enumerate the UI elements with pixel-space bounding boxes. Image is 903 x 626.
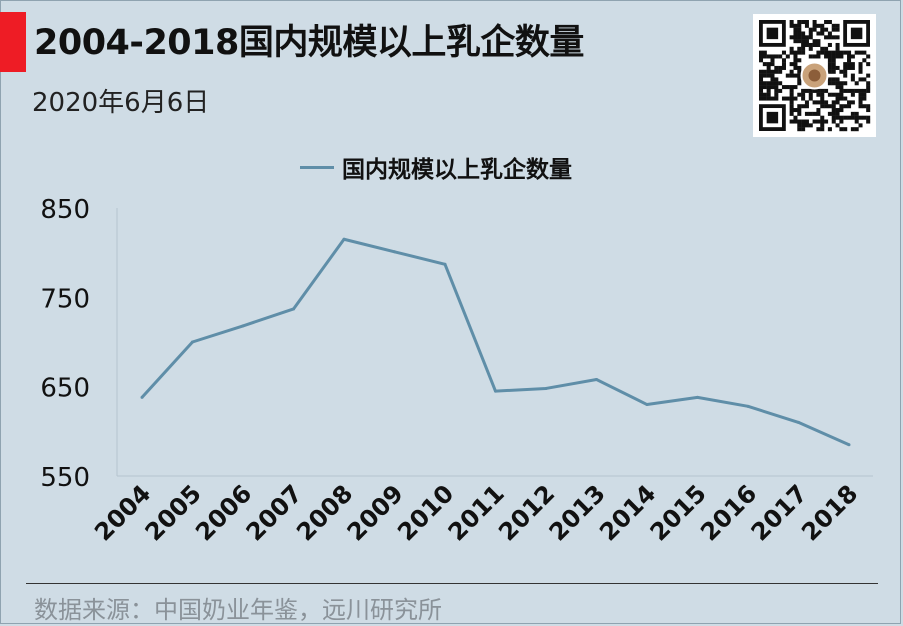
- series-line: [140, 237, 850, 447]
- data-point: [140, 395, 144, 399]
- x-tick-label: 2016: [695, 479, 762, 546]
- x-tick-label: 2007: [241, 479, 308, 546]
- data-point: [645, 403, 649, 407]
- y-tick-label: 750: [40, 284, 90, 314]
- x-tick-label: 2004: [89, 479, 156, 546]
- x-tick-label: 2015: [645, 479, 712, 546]
- data-point: [292, 307, 295, 311]
- x-tick-label: 2009: [342, 479, 409, 546]
- x-tick-label: 2010: [392, 479, 459, 546]
- x-tick-label: 2006: [190, 479, 257, 546]
- data-point: [393, 250, 396, 254]
- data-point: [494, 389, 497, 393]
- data-point: [544, 386, 548, 390]
- y-tick-label: 850: [40, 195, 90, 225]
- x-tick-label: 2013: [544, 479, 611, 546]
- legend-line-swatch: [300, 165, 334, 169]
- x-tick-label: 2012: [493, 479, 560, 546]
- x-tick-label: 2017: [746, 479, 813, 546]
- data-point: [797, 420, 800, 424]
- x-tick-label: 2008: [291, 479, 358, 546]
- data-point: [443, 262, 447, 266]
- x-tick-label: 2018: [796, 479, 863, 546]
- chart-title: 2004-2018国内规模以上乳企数量: [34, 23, 584, 63]
- title-accent-bar: [0, 12, 26, 72]
- legend: 国内规模以上乳企数量: [300, 150, 572, 184]
- y-tick-label: 550: [40, 463, 90, 493]
- source-divider: [26, 583, 878, 584]
- data-point: [696, 395, 699, 399]
- data-point: [595, 378, 598, 382]
- data-point: [342, 237, 346, 241]
- data-point: [191, 340, 194, 344]
- source-note: 数据来源：中国奶业年鉴，远川研究所: [34, 596, 442, 624]
- data-point: [241, 324, 245, 328]
- x-tick-label: 2011: [443, 479, 510, 546]
- legend-label: 国内规模以上乳企数量: [342, 157, 572, 183]
- x-tick-label: 2014: [594, 479, 661, 546]
- data-point: [746, 404, 750, 408]
- data-point: [847, 443, 851, 447]
- x-tick-label: 2005: [140, 479, 207, 546]
- chart-date: 2020年6月6日: [32, 88, 210, 118]
- qr-code-icon: [753, 14, 876, 137]
- y-tick-label: 650: [40, 374, 90, 404]
